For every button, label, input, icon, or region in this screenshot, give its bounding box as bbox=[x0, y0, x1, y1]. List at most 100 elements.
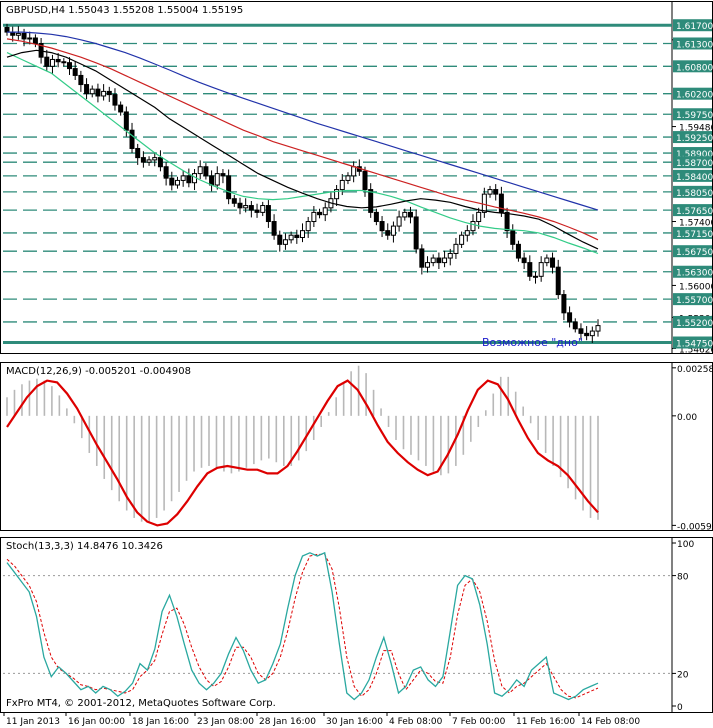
candle-body bbox=[527, 262, 533, 277]
time-tick-label: 28 Jan 16:00 bbox=[259, 717, 316, 727]
price-level-tag-label: 1.58700 bbox=[676, 159, 713, 169]
candle-body bbox=[203, 166, 209, 177]
candle-body bbox=[243, 205, 249, 209]
candle-body bbox=[470, 221, 476, 232]
price-level-tag-label: 1.58900 bbox=[676, 150, 713, 160]
candle-body bbox=[334, 189, 340, 200]
ma-black-line bbox=[6, 49, 599, 250]
stoch-title: Stoch(13,3,3) 14.8476 10.3426 bbox=[6, 541, 163, 552]
candle-body bbox=[55, 58, 61, 63]
price-level-tag-label: 1.57650 bbox=[676, 207, 713, 217]
price-title: GBPUSD,H4 1.55043 1.55208 1.55004 1.5519… bbox=[6, 5, 243, 16]
price-level-tag-label: 1.60800 bbox=[676, 63, 713, 73]
candle-body bbox=[174, 179, 180, 186]
candle-body bbox=[368, 189, 374, 213]
price-level-tag bbox=[673, 336, 712, 349]
candle-body bbox=[220, 173, 226, 177]
candle-body bbox=[129, 129, 135, 149]
candle-body bbox=[95, 88, 101, 97]
candle-body bbox=[231, 198, 237, 204]
candle-body bbox=[21, 32, 27, 40]
candle-body bbox=[44, 56, 50, 67]
time-axis: 11 Jan 2013 16 Jan 00:00 18 Jan 16:00 23 Ja… bbox=[3, 712, 640, 727]
candle-body bbox=[123, 111, 129, 131]
candle-body bbox=[555, 266, 561, 296]
price-tick-label: 1.54620 bbox=[679, 345, 713, 355]
stoch-tick-label: 20 bbox=[677, 670, 689, 680]
time-tick-label: 30 Jan 16:00 bbox=[326, 717, 383, 727]
candle-body bbox=[317, 211, 323, 216]
price-level-tag bbox=[673, 226, 712, 239]
candle-body bbox=[464, 230, 470, 236]
candle-body bbox=[419, 248, 425, 268]
price-level-tag-label: 1.61700 bbox=[676, 22, 713, 32]
candle-body bbox=[390, 225, 396, 236]
candle-body bbox=[430, 257, 436, 264]
price-tick-label: 1.59480 bbox=[679, 124, 713, 134]
price-level-tag bbox=[673, 293, 712, 306]
candle-body bbox=[260, 205, 266, 213]
candle-body bbox=[163, 166, 169, 179]
candle-body bbox=[550, 257, 556, 268]
candle-body bbox=[282, 239, 288, 245]
time-tick-label: 4 Feb 08:00 bbox=[389, 717, 443, 727]
ma-red-line bbox=[6, 38, 599, 241]
price-level-tag bbox=[673, 245, 712, 258]
candle-body bbox=[425, 262, 431, 268]
candle-body bbox=[532, 275, 538, 278]
price-level-tag-label: 1.55700 bbox=[676, 296, 713, 306]
candle-body bbox=[67, 62, 73, 70]
candle-body bbox=[277, 234, 283, 245]
price-level-tag-label: 1.56300 bbox=[676, 269, 713, 279]
price-level-tag-label: 1.59250 bbox=[676, 134, 713, 144]
price-level-tag-label: 1.58400 bbox=[676, 173, 713, 183]
candle-body bbox=[4, 27, 10, 33]
stoch-tick-label: 100 bbox=[677, 540, 694, 550]
candle-body bbox=[32, 37, 38, 44]
candle-body bbox=[504, 211, 510, 232]
candle-body bbox=[214, 173, 220, 186]
price-level-tag bbox=[673, 315, 712, 328]
candle-body bbox=[498, 193, 504, 213]
price-level-tag bbox=[673, 60, 712, 73]
ma-green-line bbox=[6, 52, 599, 255]
macd-tick-label: 0.002586 bbox=[677, 365, 713, 375]
candle-body bbox=[493, 189, 499, 195]
candle-body bbox=[305, 221, 311, 232]
candle-body bbox=[351, 166, 357, 177]
bottom-annotation: Возможное "дно" bbox=[482, 336, 583, 349]
candle-body bbox=[271, 221, 277, 236]
candle-body bbox=[300, 230, 305, 239]
panel-frame bbox=[0, 537, 713, 713]
candle-body bbox=[311, 211, 317, 223]
price-level-tag-label: 1.54750 bbox=[676, 340, 713, 350]
time-tick-label: 7 Feb 00:00 bbox=[452, 717, 506, 727]
time-tick-label: 11 Jan 2013 bbox=[6, 717, 60, 727]
candle-body bbox=[385, 230, 391, 236]
price-level-tag bbox=[673, 204, 712, 217]
candle-body bbox=[379, 221, 385, 232]
candle-body bbox=[407, 211, 413, 218]
candle-body bbox=[169, 177, 175, 186]
candle-body bbox=[180, 175, 186, 181]
price-level-tag bbox=[673, 37, 712, 50]
candle-body bbox=[453, 243, 459, 254]
candle-body bbox=[106, 90, 112, 96]
price-level-tag bbox=[673, 265, 712, 278]
macd-tick-label: 0.00 bbox=[677, 413, 697, 423]
candle-body bbox=[396, 216, 402, 227]
candle-body bbox=[27, 37, 33, 40]
price-level-tag-label: 1.60200 bbox=[676, 91, 713, 101]
time-tick-label: 16 Jan 00:00 bbox=[68, 717, 125, 727]
macd-panel: 0.002586 0.00 -0.005901 bbox=[0, 362, 713, 532]
candle-body bbox=[294, 234, 300, 239]
candle-body bbox=[339, 179, 345, 191]
price-level-tag bbox=[673, 185, 712, 198]
candle-body bbox=[584, 332, 590, 337]
candle-body bbox=[322, 207, 328, 216]
stochastic-panel: 100 80 20 0 bbox=[0, 537, 713, 713]
candle-body bbox=[186, 175, 192, 184]
candle-body bbox=[578, 328, 584, 334]
candle-body bbox=[362, 170, 368, 191]
